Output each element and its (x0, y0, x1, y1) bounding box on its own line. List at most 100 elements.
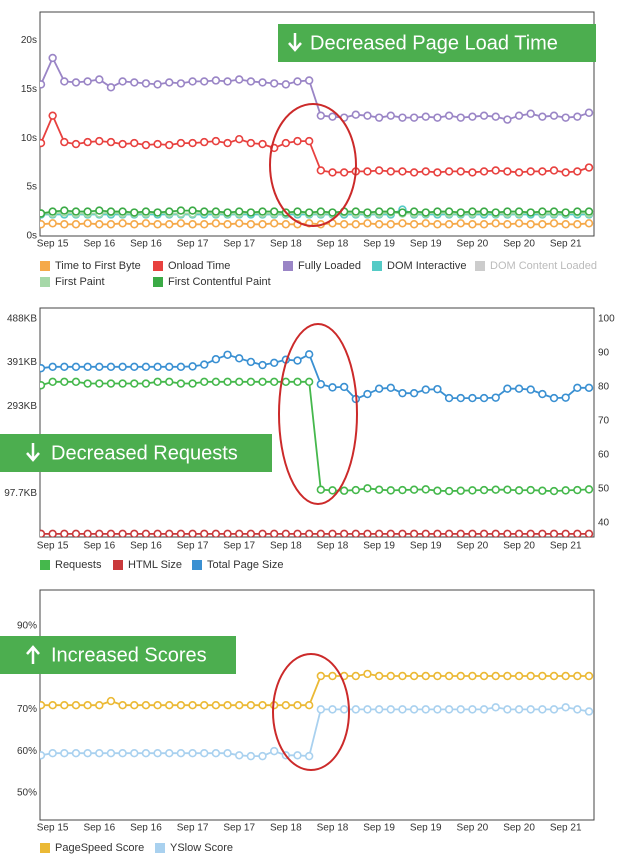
data-point (71, 362, 81, 372)
data-point (235, 701, 244, 710)
data-point (561, 529, 570, 537)
data-point (141, 219, 151, 228)
y-tick-label: 97.7KB (4, 488, 37, 499)
x-tick-label: Sep 16 (83, 823, 115, 834)
banner (0, 636, 236, 674)
data-point (444, 529, 454, 537)
data-point (433, 168, 442, 177)
data-point (141, 749, 151, 758)
data-point (118, 139, 127, 149)
legend-swatch (475, 261, 485, 271)
data-point (584, 108, 594, 117)
data-point (246, 751, 256, 761)
data-point (374, 485, 384, 494)
data-point (95, 362, 104, 372)
data-point (363, 167, 372, 176)
data-point (141, 207, 151, 216)
data-point (106, 362, 116, 372)
x-tick-label: Sep 20 (457, 239, 489, 250)
data-point (106, 207, 116, 216)
data-point (165, 362, 174, 372)
data-point (130, 138, 139, 148)
data-point (60, 137, 69, 147)
data-point (316, 671, 326, 681)
x-tick-label: Sep 20 (503, 541, 535, 552)
y-tick-label: 0s (26, 231, 37, 242)
data-point (281, 138, 291, 148)
data-point (165, 377, 174, 387)
x-tick-label: Sep 19 (410, 239, 442, 250)
legend-swatch (372, 261, 382, 271)
data-point (514, 219, 524, 228)
legend-label: Onload Time (168, 260, 230, 272)
data-point (351, 110, 361, 119)
data-point (176, 362, 186, 372)
data-point (188, 220, 197, 229)
data-point (211, 76, 221, 85)
data-point (269, 377, 279, 387)
data-point (200, 220, 209, 229)
data-point (235, 354, 244, 363)
x-tick-label: Sep 17 (223, 239, 255, 250)
data-point (584, 529, 594, 537)
data-point (223, 529, 232, 537)
x-tick-label: Sep 18 (317, 541, 349, 552)
data-point (421, 219, 430, 228)
data-point (211, 377, 221, 387)
legend-swatch (192, 560, 202, 570)
data-point (48, 377, 57, 387)
data-point (526, 529, 535, 537)
data-point (106, 696, 116, 706)
data-point (106, 220, 116, 229)
data-point (549, 486, 559, 496)
data-point (235, 75, 244, 84)
legend-swatch (40, 261, 50, 271)
data-point (398, 671, 407, 681)
legend-label: Fully Loaded (298, 260, 361, 272)
data-point (40, 80, 46, 89)
data-point (549, 393, 559, 403)
banner (0, 434, 272, 472)
x-tick-label: Sep 16 (130, 239, 162, 250)
data-point (211, 529, 221, 537)
data-point (328, 486, 337, 495)
data-point (538, 529, 547, 537)
data-point (141, 362, 151, 372)
y2-tick-label: 70 (598, 416, 610, 427)
data-point (374, 220, 384, 229)
data-point (409, 220, 419, 229)
data-point (514, 671, 524, 681)
data-point (176, 749, 186, 758)
data-point (246, 138, 256, 148)
data-point (363, 111, 372, 120)
data-point (304, 136, 314, 146)
data-point (398, 388, 407, 398)
data-point (491, 485, 500, 494)
x-tick-label: Sep 19 (363, 541, 395, 552)
data-point (293, 77, 302, 86)
x-tick-label: Sep 19 (363, 239, 395, 250)
series-line (40, 706, 590, 758)
plot-frame (39, 307, 595, 538)
data-point (421, 167, 430, 176)
x-tick-label: Sep 18 (270, 823, 302, 834)
data-point (479, 220, 489, 229)
data-point (351, 529, 361, 537)
data-point (60, 362, 69, 372)
data-point (386, 207, 395, 216)
legend-label: Total Page Size (207, 559, 283, 571)
x-tick-label: Sep 17 (177, 823, 209, 834)
data-point (409, 113, 419, 122)
data-point (223, 138, 232, 148)
data-point (281, 80, 291, 89)
data-point (374, 166, 384, 175)
data-point (118, 207, 127, 216)
x-tick-label: Sep 18 (270, 239, 302, 250)
legend-label: YSlow Score (170, 842, 233, 854)
x-tick-label: Sep 20 (457, 823, 489, 834)
data-point (363, 389, 372, 399)
x-tick-label: Sep 16 (130, 541, 162, 552)
data-point (503, 167, 512, 176)
data-point (538, 671, 547, 681)
data-point (269, 79, 279, 88)
